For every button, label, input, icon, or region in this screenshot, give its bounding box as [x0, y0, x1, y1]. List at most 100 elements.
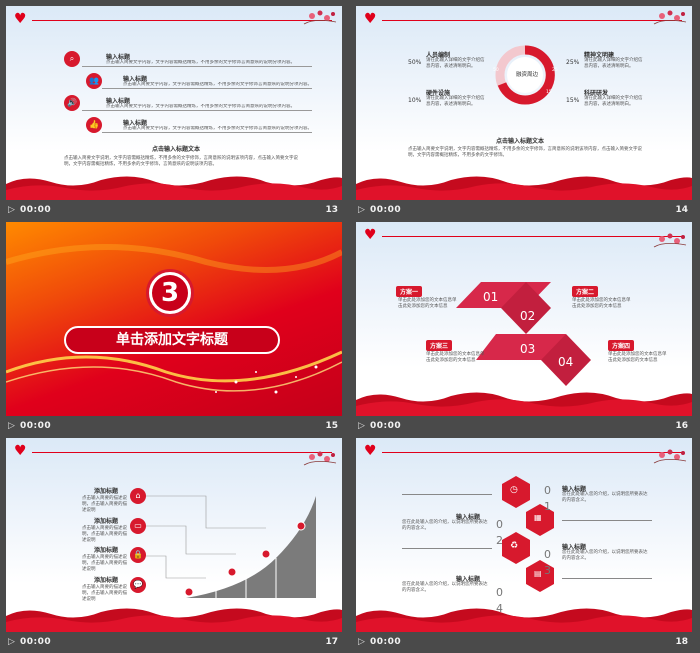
item-title: 输入标题 — [562, 486, 587, 493]
red-waves-decoration — [356, 176, 692, 200]
divider — [32, 452, 332, 453]
slide-number: 15 — [325, 421, 338, 431]
red-waves-decoration — [6, 608, 342, 632]
item-title: 科研研发 — [584, 90, 609, 97]
plan-label: 方案四 — [608, 340, 635, 351]
hexagon-column — [502, 476, 554, 592]
hex-digit: 2 — [496, 534, 503, 547]
heart-icon: ♥ — [364, 227, 377, 243]
slide-canvas: ♥ ◷ ▦ ♻ ▤ 0 1 0 2 0 3 0 4 — [356, 438, 692, 632]
ring-digits: 15 — [546, 90, 552, 95]
row-divider — [82, 66, 312, 67]
slide-thumbnail-13[interactable]: ♥ ⌕ 👥 🔊 👍 输入标题 点击输入简要文字内容，文字内容需概括精炼，不用多余… — [6, 6, 342, 221]
item-title: 添加标题 — [94, 518, 119, 525]
slide-thumbnail-17[interactable]: ♥ 添加标题 点击输入简要的描述说明，点击输入简要的描述说明 ⌂ 添加标题 点击… — [6, 438, 342, 653]
item-text: 请在此输入详细的文字介绍信息内容，表述清晰明白。 — [426, 96, 485, 107]
slide-caption: ▷ 00:00 17 — [6, 634, 342, 652]
item-title: 输入标题 — [123, 76, 148, 83]
row-divider — [102, 132, 312, 133]
recycle-icon: ♻ — [510, 541, 519, 551]
search-icon: ⌕ — [64, 51, 80, 67]
slide-caption: ▷ 00:00 13 — [6, 202, 342, 220]
timing-text: 00:00 — [370, 205, 402, 215]
item-text: 您在此处输入您的介绍，以说明您所要表达的内容含义。 — [562, 550, 648, 561]
slide-thumbnail-15[interactable]: 3 单击添加文字标题 ▷ 00:00 15 — [6, 222, 342, 437]
tile-number: 04 — [558, 355, 574, 369]
item-title: 添加标题 — [94, 547, 119, 554]
battery-icon: ▭ — [130, 518, 146, 534]
item-text: 请在此输入详细的文字介绍信息内容，表述清晰明白。 — [584, 58, 643, 69]
blossom-decoration — [303, 451, 337, 466]
divider — [382, 236, 682, 237]
heart-icon: ♥ — [364, 11, 377, 27]
plan-text: 单击此处添加您的文本信息单击此处添加您的文本信息 — [426, 352, 485, 363]
slide-canvas: ♥ ⌕ 👥 🔊 👍 输入标题 点击输入简要文字内容，文字内容需概括精炼，不用多余… — [6, 6, 342, 200]
connector-line — [562, 578, 652, 579]
percent-text: 50% — [408, 59, 422, 66]
red-waves-decoration — [6, 176, 342, 200]
slide-body: 点击输入简要文字说明，文字内容需概括精炼，不用多余的文字修饰，言简意赅的说明该项… — [408, 147, 642, 158]
golden-wave-decoration — [6, 244, 342, 394]
slide-canvas: 3 单击添加文字标题 — [6, 222, 342, 416]
item-text: 点击输入简要文字内容，文字内容需概括精炼，不用多余的文字修饰言简意赅的说明分项内… — [123, 82, 312, 87]
slide-caption: ▷ 00:00 16 — [356, 418, 692, 436]
plan-label: 方案三 — [426, 340, 453, 351]
slide-canvas: ♥ 01 02 03 04 方案一 单击此处添加您的文本信息单击此处添加您的文本… — [356, 222, 692, 416]
slide-thumbnail-16[interactable]: ♥ 01 02 03 04 方案一 单击此处添加您的文本信息单击此处添加您的文本… — [356, 222, 692, 437]
lock-icon: 🔒 — [130, 547, 146, 563]
connector-line — [402, 494, 492, 495]
item-title: 人员编制 — [426, 52, 451, 59]
item-text: 您在此处输入您的介绍，以说明您所要表达的内容含义。 — [562, 492, 648, 503]
item-title: 输入标题 — [456, 514, 481, 521]
playback-icon: ▷ — [8, 205, 15, 215]
slide-heading: 点击输入标题文本 — [152, 146, 201, 153]
divider — [382, 20, 682, 21]
percent-text: 10% — [408, 97, 422, 104]
item-title: 输入标题 — [562, 544, 587, 551]
hex-digit: 0 — [496, 518, 503, 531]
slide-thumbnail-18[interactable]: ♥ ◷ ▦ ♻ ▤ 0 1 0 2 0 3 0 4 — [356, 438, 692, 653]
slide-canvas: ♥ 50% 人员编制 请在此输入详细的文字介绍信息内容，表述清晰明白。 10% … — [356, 6, 692, 200]
parallelogram-diagram — [456, 282, 591, 386]
playback-icon: ▷ — [358, 421, 365, 431]
chat-icon: 💬 — [130, 577, 146, 593]
section-title: 单击添加文字标题 — [64, 326, 280, 354]
tile-number: 03 — [520, 342, 536, 356]
timing-text: 00:00 — [370, 421, 402, 431]
blossom-decoration — [653, 10, 687, 25]
blossom-decoration — [303, 10, 337, 25]
tile-number: 02 — [520, 309, 536, 323]
plan-text: 单击此处添加您的文本信息单击此处添加您的文本信息 — [572, 298, 631, 309]
hex-digit: 1 — [544, 500, 551, 513]
percent-text: 15% — [566, 97, 580, 104]
donut-chart — [495, 45, 555, 105]
item-title: 添加标题 — [94, 488, 119, 495]
item-text: 您在此处输入您的介绍，以说明您所要表达的内容含义。 — [402, 520, 488, 531]
playback-icon: ▷ — [8, 421, 15, 431]
percent-text: 25% — [566, 59, 580, 66]
item-text: 请在此输入详细的文字介绍信息内容，表述清晰明白。 — [426, 58, 485, 69]
heart-icon: ♥ — [14, 443, 27, 459]
item-title: 添加标题 — [94, 577, 119, 584]
red-waves-decoration — [356, 392, 692, 416]
slide-caption: ▷ 00:00 18 — [356, 634, 692, 652]
slide-number: 13 — [325, 205, 338, 215]
hex-digit: 0 — [544, 548, 551, 561]
hex-digit: 0 — [496, 586, 503, 599]
growth-chart — [146, 495, 316, 598]
slide-thumbnail-14[interactable]: ♥ 50% 人员编制 请在此输入详细的文字介绍信息内容，表述清晰明白。 10% … — [356, 6, 692, 221]
connector-line — [402, 548, 492, 549]
heart-icon: ♥ — [14, 11, 27, 27]
slide-caption: ▷ 00:00 14 — [356, 202, 692, 220]
slide-body: 点击输入简要文字说明，文字内容需概括精炼，不用多余的文字修饰，言简意赅的说明该项… — [64, 156, 298, 167]
blossom-decoration — [653, 233, 687, 248]
item-text: 点击输入简要文字内容，文字内容需概括精炼，不用多余的文字修饰言简意赅的说明分项内… — [106, 60, 295, 65]
slide-caption: ▷ 00:00 15 — [6, 418, 342, 436]
slide-number: 14 — [675, 205, 688, 215]
timing-text: 00:00 — [20, 205, 52, 215]
playback-icon: ▷ — [358, 205, 365, 215]
timing-text: 00:00 — [370, 637, 402, 647]
item-text: 点击输入简要的描述说明，点击输入简要的描述说明 — [82, 496, 127, 513]
item-text: 点击输入简要的描述说明，点击输入简要的描述说明 — [82, 585, 127, 602]
